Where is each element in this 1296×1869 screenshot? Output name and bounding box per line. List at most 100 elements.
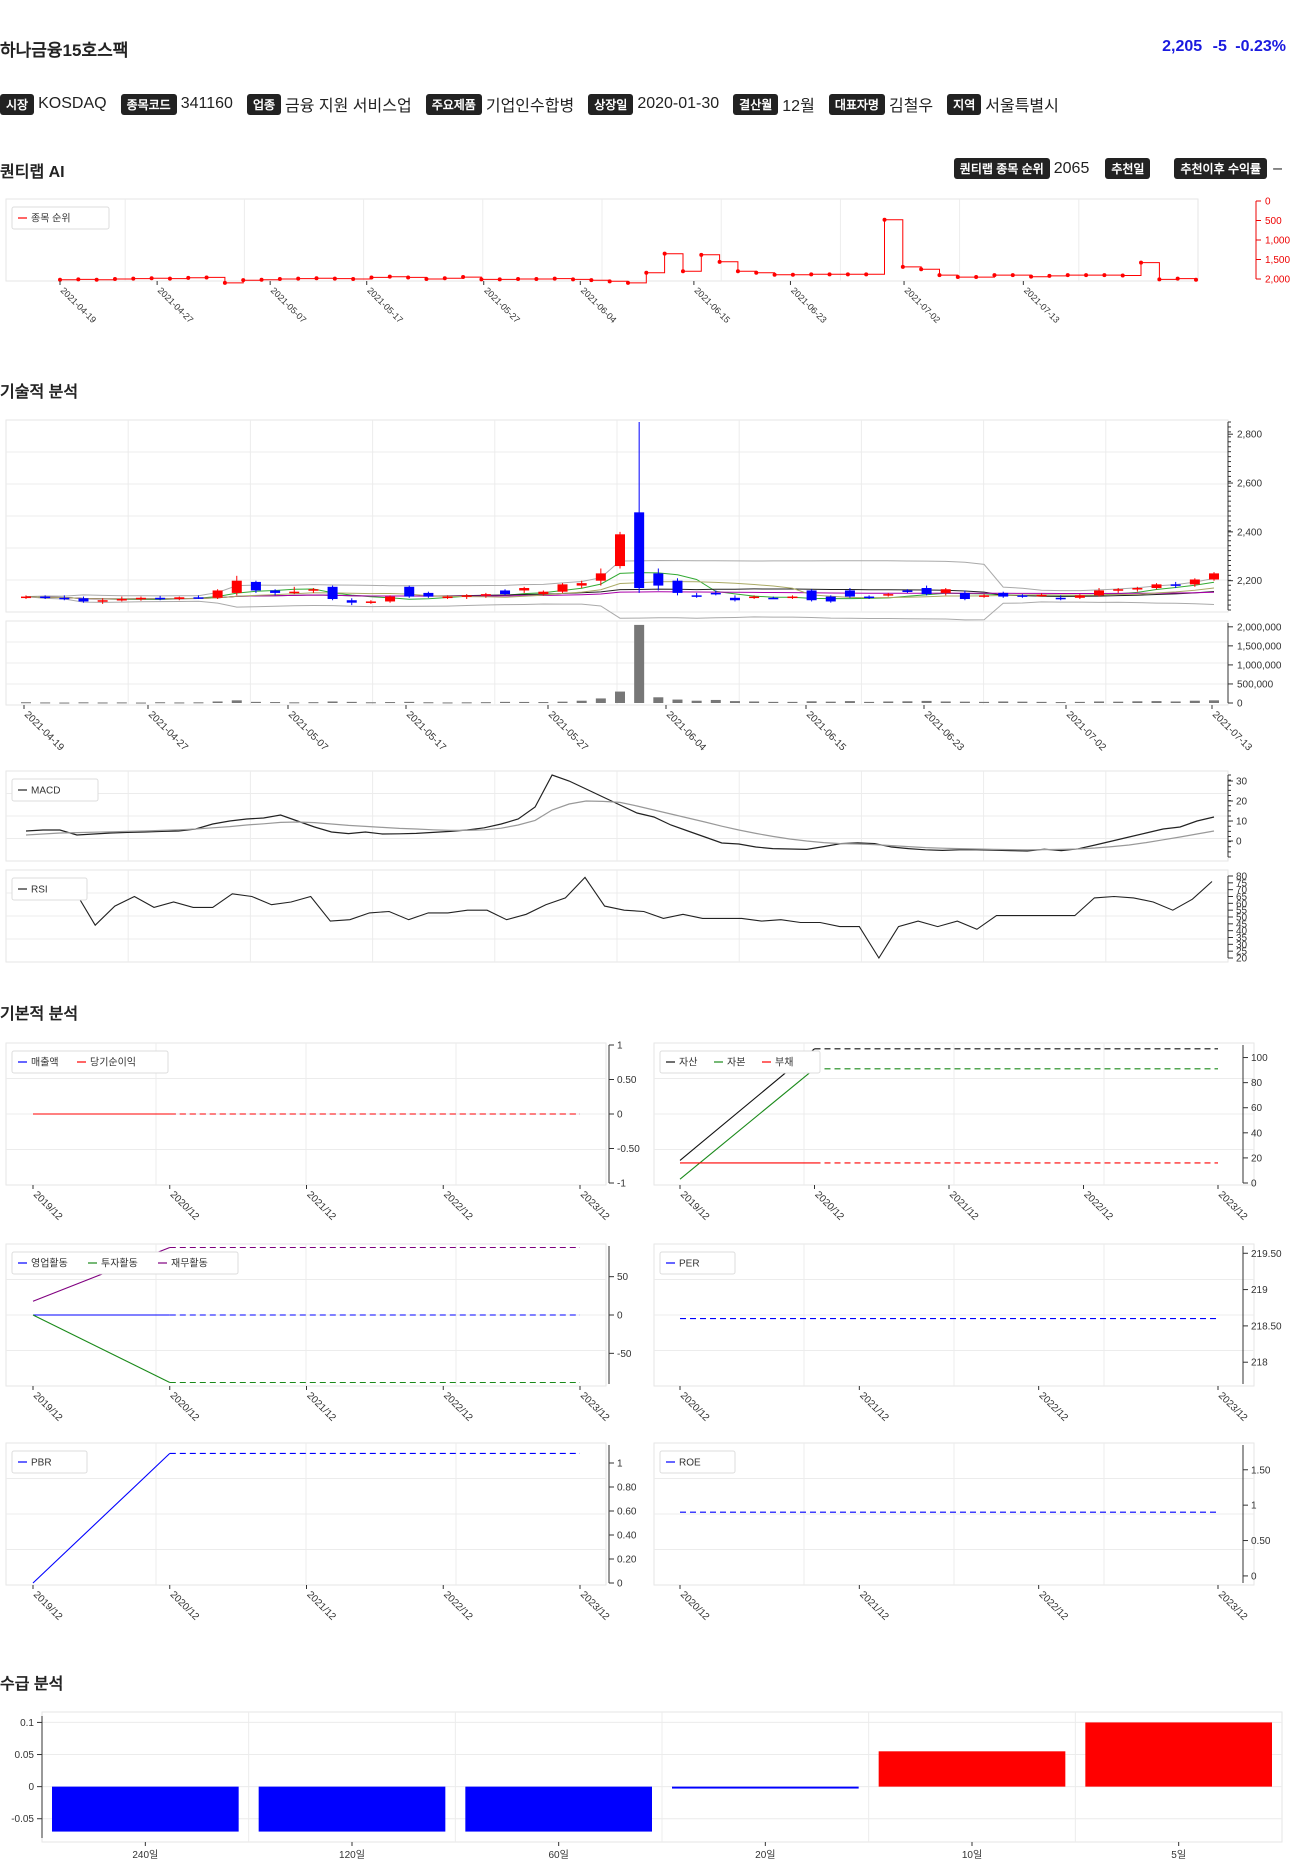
rank-point <box>1047 273 1052 278</box>
y-tick-label: 0 <box>1237 699 1243 710</box>
x-tick-label: 2021/12 <box>857 1589 891 1623</box>
rank-label: 퀀티랩 종목 순위 <box>953 158 1050 179</box>
candle-body <box>557 584 568 592</box>
rank-point <box>974 275 979 280</box>
rank-point <box>772 272 777 277</box>
candle-body <box>155 597 166 600</box>
price-change: -5 <box>1212 38 1227 55</box>
volume-bar <box>576 700 587 703</box>
y-tick-label: 40 <box>1236 926 1248 937</box>
legend-label: 투자활동 <box>101 1257 138 1270</box>
y-tick-label: 60 <box>1236 899 1248 910</box>
y-tick-label: 20 <box>1236 797 1248 808</box>
x-tick-label: 2021-04-19 <box>22 709 66 753</box>
x-tick-label: 2020/12 <box>168 1189 202 1223</box>
supply-chart: 240일 120일 60일 20일 10일 5일 -0.05 0 0.05 0.1 <box>11 1711 1283 1861</box>
volume-bar <box>1094 701 1105 703</box>
volume-bar <box>940 701 951 703</box>
info-item: 업종 금융 지원 서비스업 <box>246 92 412 116</box>
y-tick-label: 218.50 <box>1251 1321 1282 1332</box>
rank-point <box>516 277 521 281</box>
volume-bar <box>1189 700 1200 703</box>
legend-box <box>659 1050 821 1074</box>
candle-body <box>1055 597 1066 600</box>
rank-point <box>479 277 484 282</box>
volume-bar <box>174 702 185 704</box>
rank-point <box>1065 273 1070 278</box>
y-tick-label: 0 <box>617 1110 623 1121</box>
rank-point <box>241 278 246 283</box>
volume-bar <box>653 697 664 703</box>
rank-point <box>992 273 997 278</box>
candle-body <box>979 595 990 597</box>
volume-bar <box>1151 701 1162 703</box>
rank-point <box>1102 273 1107 278</box>
y-tick-label: 2,800 <box>1237 430 1262 441</box>
candle-body <box>825 596 836 602</box>
info-value: 341160 <box>180 95 233 112</box>
volume-bar <box>729 701 740 703</box>
rank-point <box>442 276 447 281</box>
stock-info-bar: 시장 KOSDAQ 종목코드 341160 업종 금융 지원 서비스업 주요제품 기업인수합병… <box>0 92 1073 116</box>
candle-body <box>59 597 70 600</box>
y-tick-label: 0.20 <box>617 1555 637 1566</box>
y-tick-label: 20 <box>1251 1153 1263 1164</box>
x-tick-label: 2022/12 <box>1081 1189 1115 1223</box>
y-tick-label: 40 <box>1251 1128 1263 1139</box>
x-tick-label: 2020/12 <box>678 1390 712 1424</box>
rank-point <box>1139 260 1144 265</box>
x-tick-label: 2021/12 <box>304 1189 338 1223</box>
x-tick-label: 2021-07-13 <box>1022 285 1062 325</box>
rank-point <box>259 277 264 282</box>
y-tick-label: 0.60 <box>617 1507 637 1518</box>
rank-point <box>717 259 722 264</box>
x-tick-label: 2020/12 <box>168 1390 202 1424</box>
y-tick-label: 50 <box>617 1272 629 1283</box>
info-value: 2020-01-30 <box>637 95 720 112</box>
volume-bar <box>557 701 568 703</box>
volume-bar <box>1055 702 1066 704</box>
info-item: 대표자명 김철우 <box>828 92 933 116</box>
volume-bar <box>749 701 760 703</box>
candle-chart: 2,200 2,400 2,600 2,800 <box>5 419 1262 621</box>
candle-body <box>404 586 415 597</box>
volume-bar <box>21 702 31 704</box>
y-tick-label: 80 <box>1251 1078 1263 1089</box>
x-tick-label: 2023/12 <box>578 1189 612 1223</box>
x-tick-label: 2021-05-17 <box>365 285 405 325</box>
volume-bar <box>135 702 146 704</box>
candle-body <box>806 590 817 601</box>
x-tick-label: 2022/12 <box>1037 1589 1071 1623</box>
candle-body <box>1189 579 1200 585</box>
y-tick-label: 500 <box>1265 216 1282 227</box>
candle-body <box>768 597 779 600</box>
candle-body <box>538 591 549 595</box>
y-tick-label: 30 <box>1236 940 1248 951</box>
rank-point <box>955 275 960 280</box>
candle-body <box>672 580 683 593</box>
y-tick-label: 2,400 <box>1237 527 1262 538</box>
candle-body <box>653 573 664 586</box>
y-tick-label: 0 <box>1265 197 1271 208</box>
x-tick-label: 120일 <box>339 1849 365 1861</box>
volume-bar <box>461 702 472 704</box>
info-item: 시장 KOSDAQ <box>0 93 107 115</box>
rank-point <box>167 276 172 281</box>
y-tick-label: 75 <box>1236 878 1248 889</box>
candle-body <box>921 588 932 595</box>
legend-label: 영업활동 <box>31 1257 68 1270</box>
x-tick-label: 2023/12 <box>578 1390 612 1424</box>
legend-label: 당기순이익 <box>90 1057 136 1069</box>
legend-box <box>11 1251 239 1275</box>
candle-body <box>864 596 875 599</box>
candle-body <box>193 597 204 599</box>
series-line <box>32 1453 171 1584</box>
x-tick-label: 2022/12 <box>441 1589 475 1623</box>
candle-body <box>480 594 491 596</box>
x-tick-label: 2019/12 <box>31 1390 65 1424</box>
x-tick-label: 2021-07-13 <box>1210 709 1254 753</box>
x-tick-label: 2021-05-07 <box>269 285 309 325</box>
volume-bar <box>1036 701 1047 703</box>
rank-point <box>1120 273 1125 278</box>
y-tick-label: 1,000,000 <box>1237 660 1282 671</box>
